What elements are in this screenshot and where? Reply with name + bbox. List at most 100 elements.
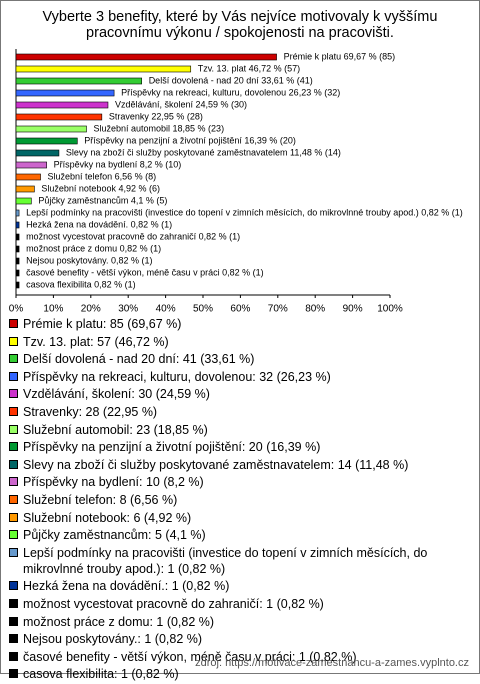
legend-item: Služební telefon: 8 (6,56 %) <box>9 492 464 508</box>
data-label: Služební notebook 4,92 % (6) <box>41 183 160 193</box>
legend-swatch <box>9 494 18 504</box>
chart-title: Vyberte 3 benefity, které by Vás nejvíce… <box>42 9 438 41</box>
x-tick-label: 70% <box>268 304 288 315</box>
legend-label: Služební telefon: 8 (6,56 %) <box>23 492 178 507</box>
legend: Prémie k platu: 85 (69,67 %) Tzv. 13. pla… <box>9 316 464 684</box>
legend-label: časové benefity - větší výkon, méně času… <box>23 649 357 664</box>
x-tick-label: 20% <box>81 304 101 315</box>
data-label: Služební automobil 18,85 % (23) <box>93 123 224 133</box>
legend-label: Nejsou poskytovány.: 1 (0,82 %) <box>23 632 203 647</box>
legend-swatch <box>9 530 18 540</box>
legend-label: Delší dovolená - nad 20 dní: 41 (33,61 %… <box>23 352 255 367</box>
legend-label: Prémie k platu: 85 (69,67 %) <box>23 317 182 331</box>
legend-item: Služební notebook: 6 (4,92 %) <box>9 510 464 526</box>
legend-swatch <box>9 336 18 346</box>
x-tick-label: 0% <box>9 304 24 315</box>
legend-label: casova flexibilita: 1 (0,82 %) <box>23 667 179 682</box>
x-tick-label: 50% <box>193 304 213 315</box>
legend-label: Příspěvky na penzijní a životní pojištěn… <box>23 440 321 455</box>
legend-label: Služební notebook: 6 (4,92 %) <box>23 510 192 525</box>
x-tick-label: 40% <box>156 304 176 315</box>
bar <box>15 161 47 169</box>
bar <box>15 185 35 193</box>
source: zdroj: https://motivace-zamestnancu-a-za… <box>195 657 469 669</box>
legend-item: možnost práce z domu: 1 (0,82 %) <box>9 614 464 630</box>
x-tick-label: 100% <box>377 304 403 315</box>
legend-swatch <box>9 477 18 487</box>
bar <box>15 77 143 85</box>
legend-label: Slevy na zboží či služby poskytované zam… <box>23 457 409 472</box>
x-tick-label: 30% <box>118 304 138 315</box>
data-label: casova flexibilita 0,82 % (1) <box>26 279 136 289</box>
legend-item: Delší dovolená - nad 20 dní: 41 (33,61 %… <box>9 351 464 367</box>
legend-item: Prémie k platu: 85 (69,67 %) <box>9 316 464 332</box>
data-label: Stravenky 22,95 % (28) <box>109 111 203 121</box>
bar <box>15 101 109 109</box>
legend-label: Příspěvky na rekreaci, kulturu, dovoleno… <box>23 369 331 384</box>
legend-label: Půjčky zaměstnancům: 5 (4,1 %) <box>23 528 206 543</box>
legend-label: Služební automobil: 23 (18,85 %) <box>23 422 208 437</box>
bar <box>15 53 277 61</box>
legend-swatch <box>9 616 18 626</box>
data-label: Nejsou poskytovány. 0,82 % (1) <box>26 255 152 265</box>
legend-label: Vzdělávání, školení: 30 (24,59 %) <box>23 387 210 402</box>
bar <box>15 65 192 73</box>
bar <box>15 233 20 241</box>
legend-swatch <box>9 442 18 452</box>
data-label: Delší dovolená - nad 20 dní 33,61 % (41) <box>149 75 313 85</box>
legend-item: Stravenky: 28 (22,95 %) <box>9 404 464 420</box>
legend-item: Příspěvky na penzijní a životní pojištěn… <box>9 439 464 455</box>
data-label: Služební telefon 6,56 % (8) <box>48 171 157 181</box>
legend-swatch <box>9 581 18 591</box>
data-label: Tzv. 13. plat 46,72 % (57) <box>198 63 300 73</box>
x-tick-label: 80% <box>305 304 325 315</box>
legend-item: Hezká žena na dovádění.: 1 (0,82 %) <box>9 578 464 594</box>
bar <box>15 257 20 265</box>
bar <box>15 173 41 181</box>
legend-item: časové benefity - větší výkon, méně času… <box>9 649 464 665</box>
bar <box>15 149 60 157</box>
bar <box>15 125 87 133</box>
data-label: Prémie k platu 69,67 % (85) <box>284 51 396 61</box>
x-tick-label: 60% <box>230 304 250 315</box>
legend-swatch <box>9 406 18 416</box>
legend-item: možnost vycestovat pracovně do zahraničí… <box>9 596 464 612</box>
legend-item: Tzv. 13. plat: 57 (46,72 %) <box>9 334 464 350</box>
data-label: Příspěvky na rekreaci, kulturu, dovoleno… <box>121 87 340 97</box>
legend-label: Hezká žena na dovádění.: 1 (0,82 %) <box>23 579 230 594</box>
legend-item: Příspěvky na rekreaci, kulturu, dovoleno… <box>9 369 464 385</box>
legend-item: Vzdělávání, školení: 30 (24,59 %) <box>9 386 464 402</box>
legend-item: Služební automobil: 23 (18,85 %) <box>9 422 464 438</box>
data-label: Lepší podmínky na pracovišti (investice … <box>26 207 463 217</box>
bar <box>15 197 32 205</box>
bar <box>15 281 20 289</box>
legend-swatch <box>9 547 18 557</box>
data-label: možnost práce z domu 0,82 % (1) <box>26 243 161 253</box>
legend-label: Stravenky: 28 (22,95 %) <box>23 404 158 419</box>
legend-swatch <box>9 598 18 608</box>
data-label: Hezká žena na dovádění. 0,82 % (1) <box>26 219 172 229</box>
legend-swatch <box>9 389 18 399</box>
data-label: Slevy na zboží či služby poskytované zam… <box>66 147 341 157</box>
bar <box>15 137 78 145</box>
data-label: Vzdělávání, školení 24,59 % (30) <box>115 99 247 109</box>
data-label: Půjčky zaměstnancům 4,1 % (5) <box>38 195 167 205</box>
legend-item: Nejsou poskytovány.: 1 (0,82 %) <box>9 631 464 647</box>
bar <box>15 89 115 97</box>
chart: 0% 10% 20% 30% 40% 50% 60% 70% 80% 90% 100% Prémie … <box>9 49 463 315</box>
legend-swatch <box>9 319 18 328</box>
legend-item: Slevy na zboží či služby poskytované zam… <box>9 457 464 473</box>
legend-swatch <box>9 424 18 434</box>
legend-swatch <box>9 512 18 522</box>
bar <box>15 113 103 121</box>
legend-label: možnost práce z domu: 1 (0,82 %) <box>23 614 215 629</box>
data-label: Příspěvky na bydlení 8,2 % (10) <box>54 159 182 169</box>
legend-swatch <box>9 634 18 644</box>
data-label: možnost vycestovat pracovně do zahraničí… <box>26 231 240 241</box>
x-tick-label: 90% <box>343 304 363 315</box>
legend-item: Půjčky zaměstnancům: 5 (4,1 %) <box>9 527 464 543</box>
data-label: časové benefity - větší výkon, méně času… <box>26 267 264 277</box>
legend-label: Tzv. 13. plat: 57 (46,72 %) <box>23 334 169 349</box>
legend-item: Lepší podmínky na pracovišti (investice … <box>9 545 464 577</box>
